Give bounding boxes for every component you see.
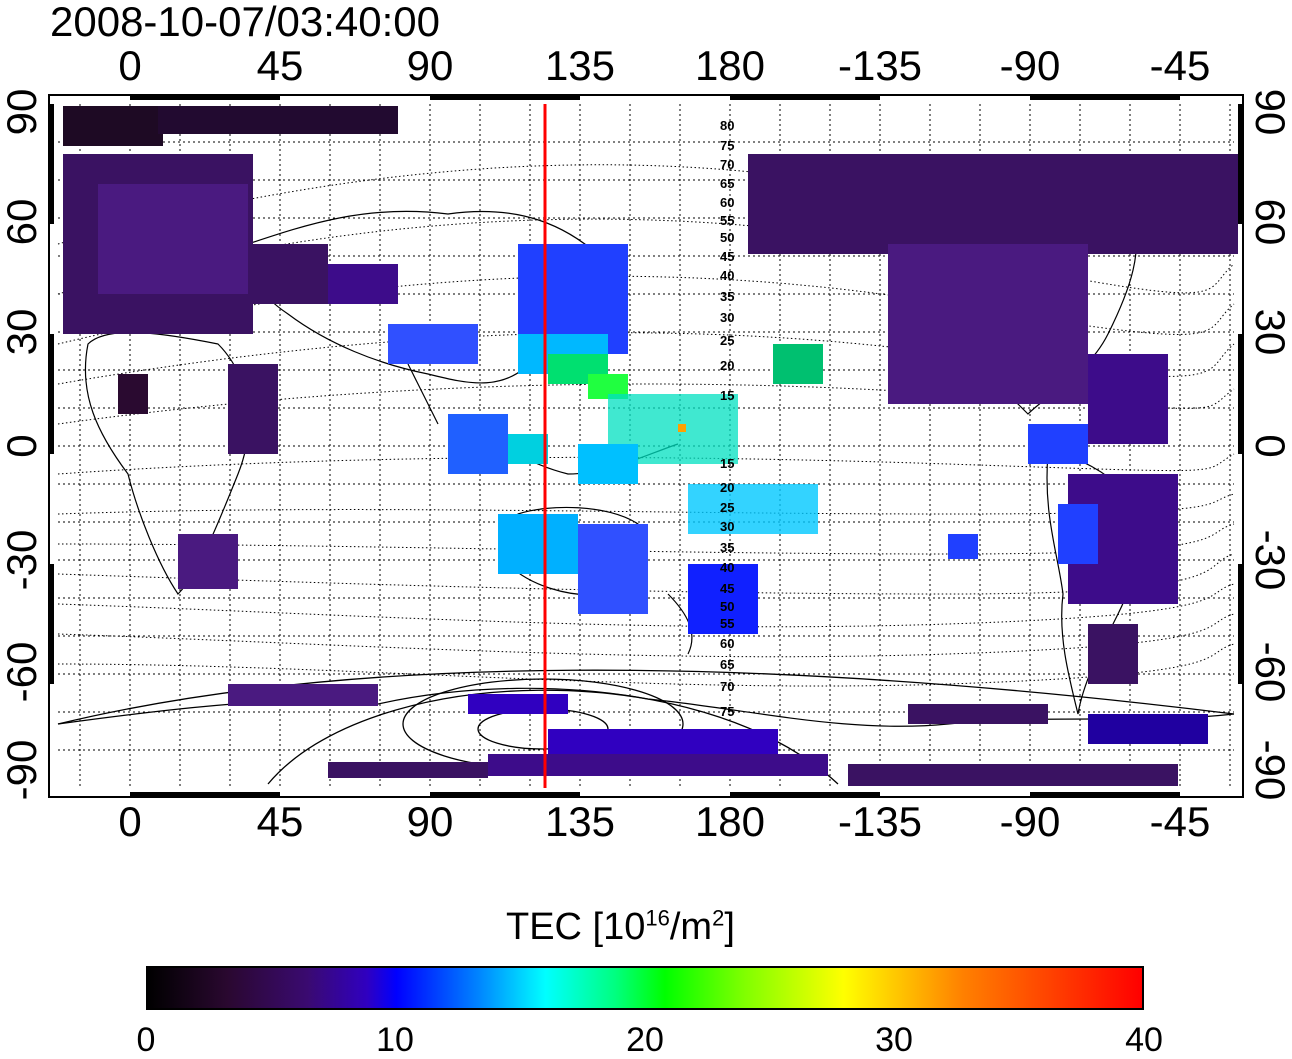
lon-tick-top-0: 0 — [118, 42, 142, 89]
mlat-n50: 50 — [720, 230, 734, 245]
colorbar-tick-40: 40 — [1125, 1021, 1163, 1059]
lon-tick-bottom-135: 135 — [544, 798, 616, 845]
lat-tick-right-30: 30 — [1247, 308, 1292, 356]
lon-tick-bottom-45: 45 — [256, 798, 304, 845]
lat-tick-left-60: 60 — [0, 198, 45, 246]
mlat-n25: 25 — [720, 333, 734, 348]
mlat-s40: 40 — [720, 560, 734, 575]
lat-tick-right-90: 90 — [1247, 88, 1292, 136]
lat-tick-left-0: 0 — [0, 434, 45, 458]
lon-tick-bottom-m135: -135 — [837, 798, 923, 845]
colorbar-tick-0: 0 — [136, 1021, 156, 1059]
mlat-s65: 65 — [720, 657, 734, 672]
lon-tick-bottom-180: 180 — [694, 798, 766, 845]
lon-tick-top-m90: -90 — [999, 42, 1061, 89]
tec-world-map: 80 75 70 65 60 55 50 45 40 35 30 25 20 1… — [48, 94, 1244, 798]
lon-tick-bottom-0: 0 — [118, 798, 142, 845]
colorbar-tick-10: 10 — [376, 1021, 414, 1059]
mlat-n45: 45 — [720, 249, 734, 264]
mlat-s15: 15 — [720, 456, 734, 471]
lat-tick-right-0: 0 — [1247, 434, 1292, 458]
mlat-n80: 80 — [720, 118, 734, 133]
mlat-s50: 50 — [720, 599, 734, 614]
lon-tick-top-m45: -45 — [1149, 42, 1211, 89]
lat-tick-left-m90: -90 — [0, 739, 45, 801]
lon-tick-bottom-m45: -45 — [1149, 798, 1211, 845]
mlat-n55: 55 — [720, 213, 734, 228]
lat-tick-left-90: 90 — [0, 88, 45, 136]
lon-tick-top-45: 45 — [256, 42, 304, 89]
lat-tick-left-m30: -30 — [0, 529, 45, 591]
mlat-n65: 65 — [720, 176, 734, 191]
lon-tick-bottom-m90: -90 — [999, 798, 1061, 845]
mlat-s70: 70 — [720, 679, 734, 694]
mlat-s45: 45 — [720, 581, 734, 596]
lat-tick-right-m90: -90 — [1247, 739, 1292, 801]
mlat-n35: 35 — [720, 289, 734, 304]
colorbar-title: TEC [1016/m2] — [506, 905, 735, 948]
mlat-s75: 75 — [720, 704, 734, 719]
tec-data-patches — [63, 106, 1238, 786]
mlat-n70: 70 — [720, 157, 734, 172]
mlat-s25: 25 — [720, 500, 734, 515]
mlat-s30: 30 — [720, 519, 734, 534]
lat-tick-right-m30: -30 — [1247, 529, 1292, 591]
mlat-n75: 75 — [720, 138, 734, 153]
mlat-n15: 15 — [720, 388, 734, 403]
mlat-s55: 55 — [720, 616, 734, 631]
mlat-n20: 20 — [720, 358, 734, 373]
colorbar-tick-30: 30 — [875, 1021, 913, 1059]
mlat-s20: 20 — [720, 480, 734, 495]
frame-ticks — [48, 94, 1244, 798]
magnetic-latitude-labels: 80 75 70 65 60 55 50 45 40 35 30 25 20 1… — [720, 118, 734, 719]
lon-tick-top-180: 180 — [694, 42, 766, 89]
lon-tick-top-135: 135 — [544, 42, 616, 89]
lon-tick-bottom-90: 90 — [406, 798, 454, 845]
mlat-s60: 60 — [720, 636, 734, 651]
lon-tick-top-m135: -135 — [837, 42, 923, 89]
mlat-n40: 40 — [720, 268, 734, 283]
mlat-n30: 30 — [720, 310, 734, 325]
lon-tick-top-90: 90 — [406, 42, 454, 89]
lat-tick-left-30: 30 — [0, 308, 45, 356]
mlat-s35: 35 — [720, 540, 734, 555]
tec-colorbar — [146, 966, 1144, 1010]
timestamp-title: 2008-10-07/03:40:00 — [50, 0, 440, 45]
lat-tick-right-60: 60 — [1247, 198, 1292, 246]
mlat-n60: 60 — [720, 195, 734, 210]
colorbar-tick-20: 20 — [626, 1021, 664, 1059]
